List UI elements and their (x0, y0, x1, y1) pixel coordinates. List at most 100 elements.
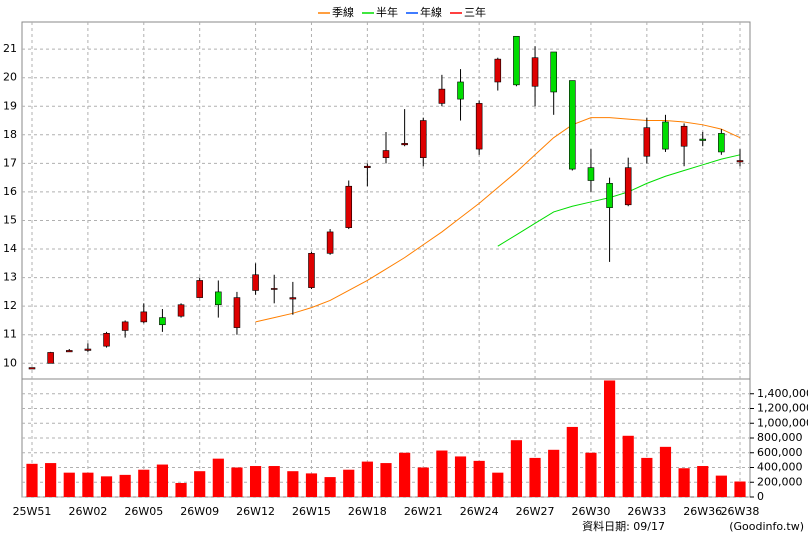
candle-body (289, 297, 297, 300)
volume-bar (156, 464, 169, 497)
x-tick-label: 26W18 (348, 505, 387, 518)
volume-bar (715, 475, 727, 497)
candle-body (252, 274, 259, 291)
volume-bar (473, 460, 485, 497)
legend-label: 季線 (332, 5, 354, 19)
x-tick-label: 26W36 (683, 505, 722, 518)
candle-body (550, 51, 557, 93)
candle-body (345, 185, 353, 228)
y-tick-label: 16 (3, 185, 17, 198)
candle-body (513, 35, 520, 86)
x-tick-label: 25W51 (13, 505, 52, 518)
y-tick-label: 21 (3, 42, 17, 55)
volume-bar (380, 463, 392, 497)
volume-bar (697, 466, 709, 497)
candle-body (419, 120, 427, 158)
candle-body (28, 367, 36, 370)
x-tick-label: 26W02 (68, 505, 107, 518)
volume-tick-label: 600,000 (757, 446, 803, 459)
candle-body (438, 88, 446, 104)
candle-body (606, 183, 613, 208)
volume-bar (175, 482, 187, 497)
volume-bar (45, 463, 57, 497)
x-tick-label: 26W33 (627, 505, 666, 518)
x-tick-label: 26W24 (460, 505, 499, 518)
volume-bar (585, 452, 597, 497)
volume-bar (641, 457, 653, 497)
x-tick-label: 26W09 (180, 505, 219, 518)
volume-bar (194, 471, 206, 497)
y-tick-label: 15 (3, 213, 17, 226)
legend-label: 半年 (376, 5, 398, 19)
volume-tick-label: 1,200,000 (757, 402, 808, 415)
candle-body (47, 352, 54, 364)
volume-bar (249, 466, 262, 497)
volume-bar (26, 463, 38, 497)
volume-bar (492, 472, 504, 497)
volume-bar (82, 472, 94, 497)
volume-bar (343, 469, 355, 497)
footer-source: (Goodinfo.tw) (729, 520, 804, 533)
volume-tick-label: 1,000,000 (757, 416, 808, 429)
candle-body (587, 167, 595, 181)
volume-bar (212, 458, 224, 497)
volume-bar (510, 440, 523, 497)
candle-body (103, 333, 110, 347)
x-tick-label: 26W12 (236, 505, 275, 518)
candle-body (662, 121, 669, 150)
legend-label: 年線 (420, 5, 442, 19)
candle-body (494, 58, 502, 83)
volume-bar (324, 477, 336, 497)
candle-body (531, 57, 539, 87)
candle-body (699, 138, 707, 141)
x-tick-label: 26W21 (404, 505, 443, 518)
candle-body (140, 311, 148, 323)
legend: 季線 半年 年線 三年 (318, 5, 486, 19)
x-tick-label: 26W15 (292, 505, 331, 518)
volume-bar (231, 467, 243, 497)
candle-body (718, 133, 725, 153)
y-tick-label: 13 (3, 271, 17, 284)
volume-tick-label: 0 (757, 490, 764, 503)
volume-bar (622, 435, 634, 497)
x-tick-label: 26W05 (124, 505, 163, 518)
legend-label: 三年 (464, 5, 486, 19)
candle-body (308, 253, 315, 288)
candle-body (475, 103, 483, 150)
volume-bar (659, 446, 672, 497)
y-tick-label: 18 (3, 128, 17, 141)
candle-body (196, 280, 203, 298)
candle-body (233, 297, 241, 328)
candle-body (121, 321, 129, 331)
y-tick-label: 11 (3, 328, 17, 341)
plot-frame (21, 21, 751, 498)
volume-bar (63, 472, 75, 497)
x-tick-label: 26W30 (572, 505, 611, 518)
volume-bar (399, 452, 411, 497)
y-tick-label: 17 (3, 156, 17, 169)
ma-line (497, 154, 741, 247)
candle-body (177, 304, 185, 317)
candle-body (680, 125, 688, 147)
volume-tick-label: 800,000 (757, 431, 803, 444)
candle-body (65, 350, 73, 353)
candle-body (364, 165, 371, 168)
volume-bar (529, 457, 541, 497)
candle-body (382, 150, 390, 158)
candle-body (84, 348, 92, 351)
volume-bar (361, 461, 373, 497)
candle-body (569, 80, 576, 170)
volume-bar (268, 466, 280, 497)
x-tick-label: 26W38 (721, 505, 760, 518)
y-tick-label: 20 (3, 71, 17, 84)
y-tick-label: 14 (3, 242, 17, 255)
volume-bar (287, 471, 299, 497)
y-tick-label: 10 (3, 356, 17, 369)
volume-bar (603, 380, 616, 497)
volume-bar (678, 468, 690, 497)
footer-date: 資料日期: 09/17 (582, 519, 665, 533)
volume-tick-label: 400,000 (757, 461, 803, 474)
volume-bar (734, 481, 746, 497)
volume-bar (100, 476, 113, 497)
